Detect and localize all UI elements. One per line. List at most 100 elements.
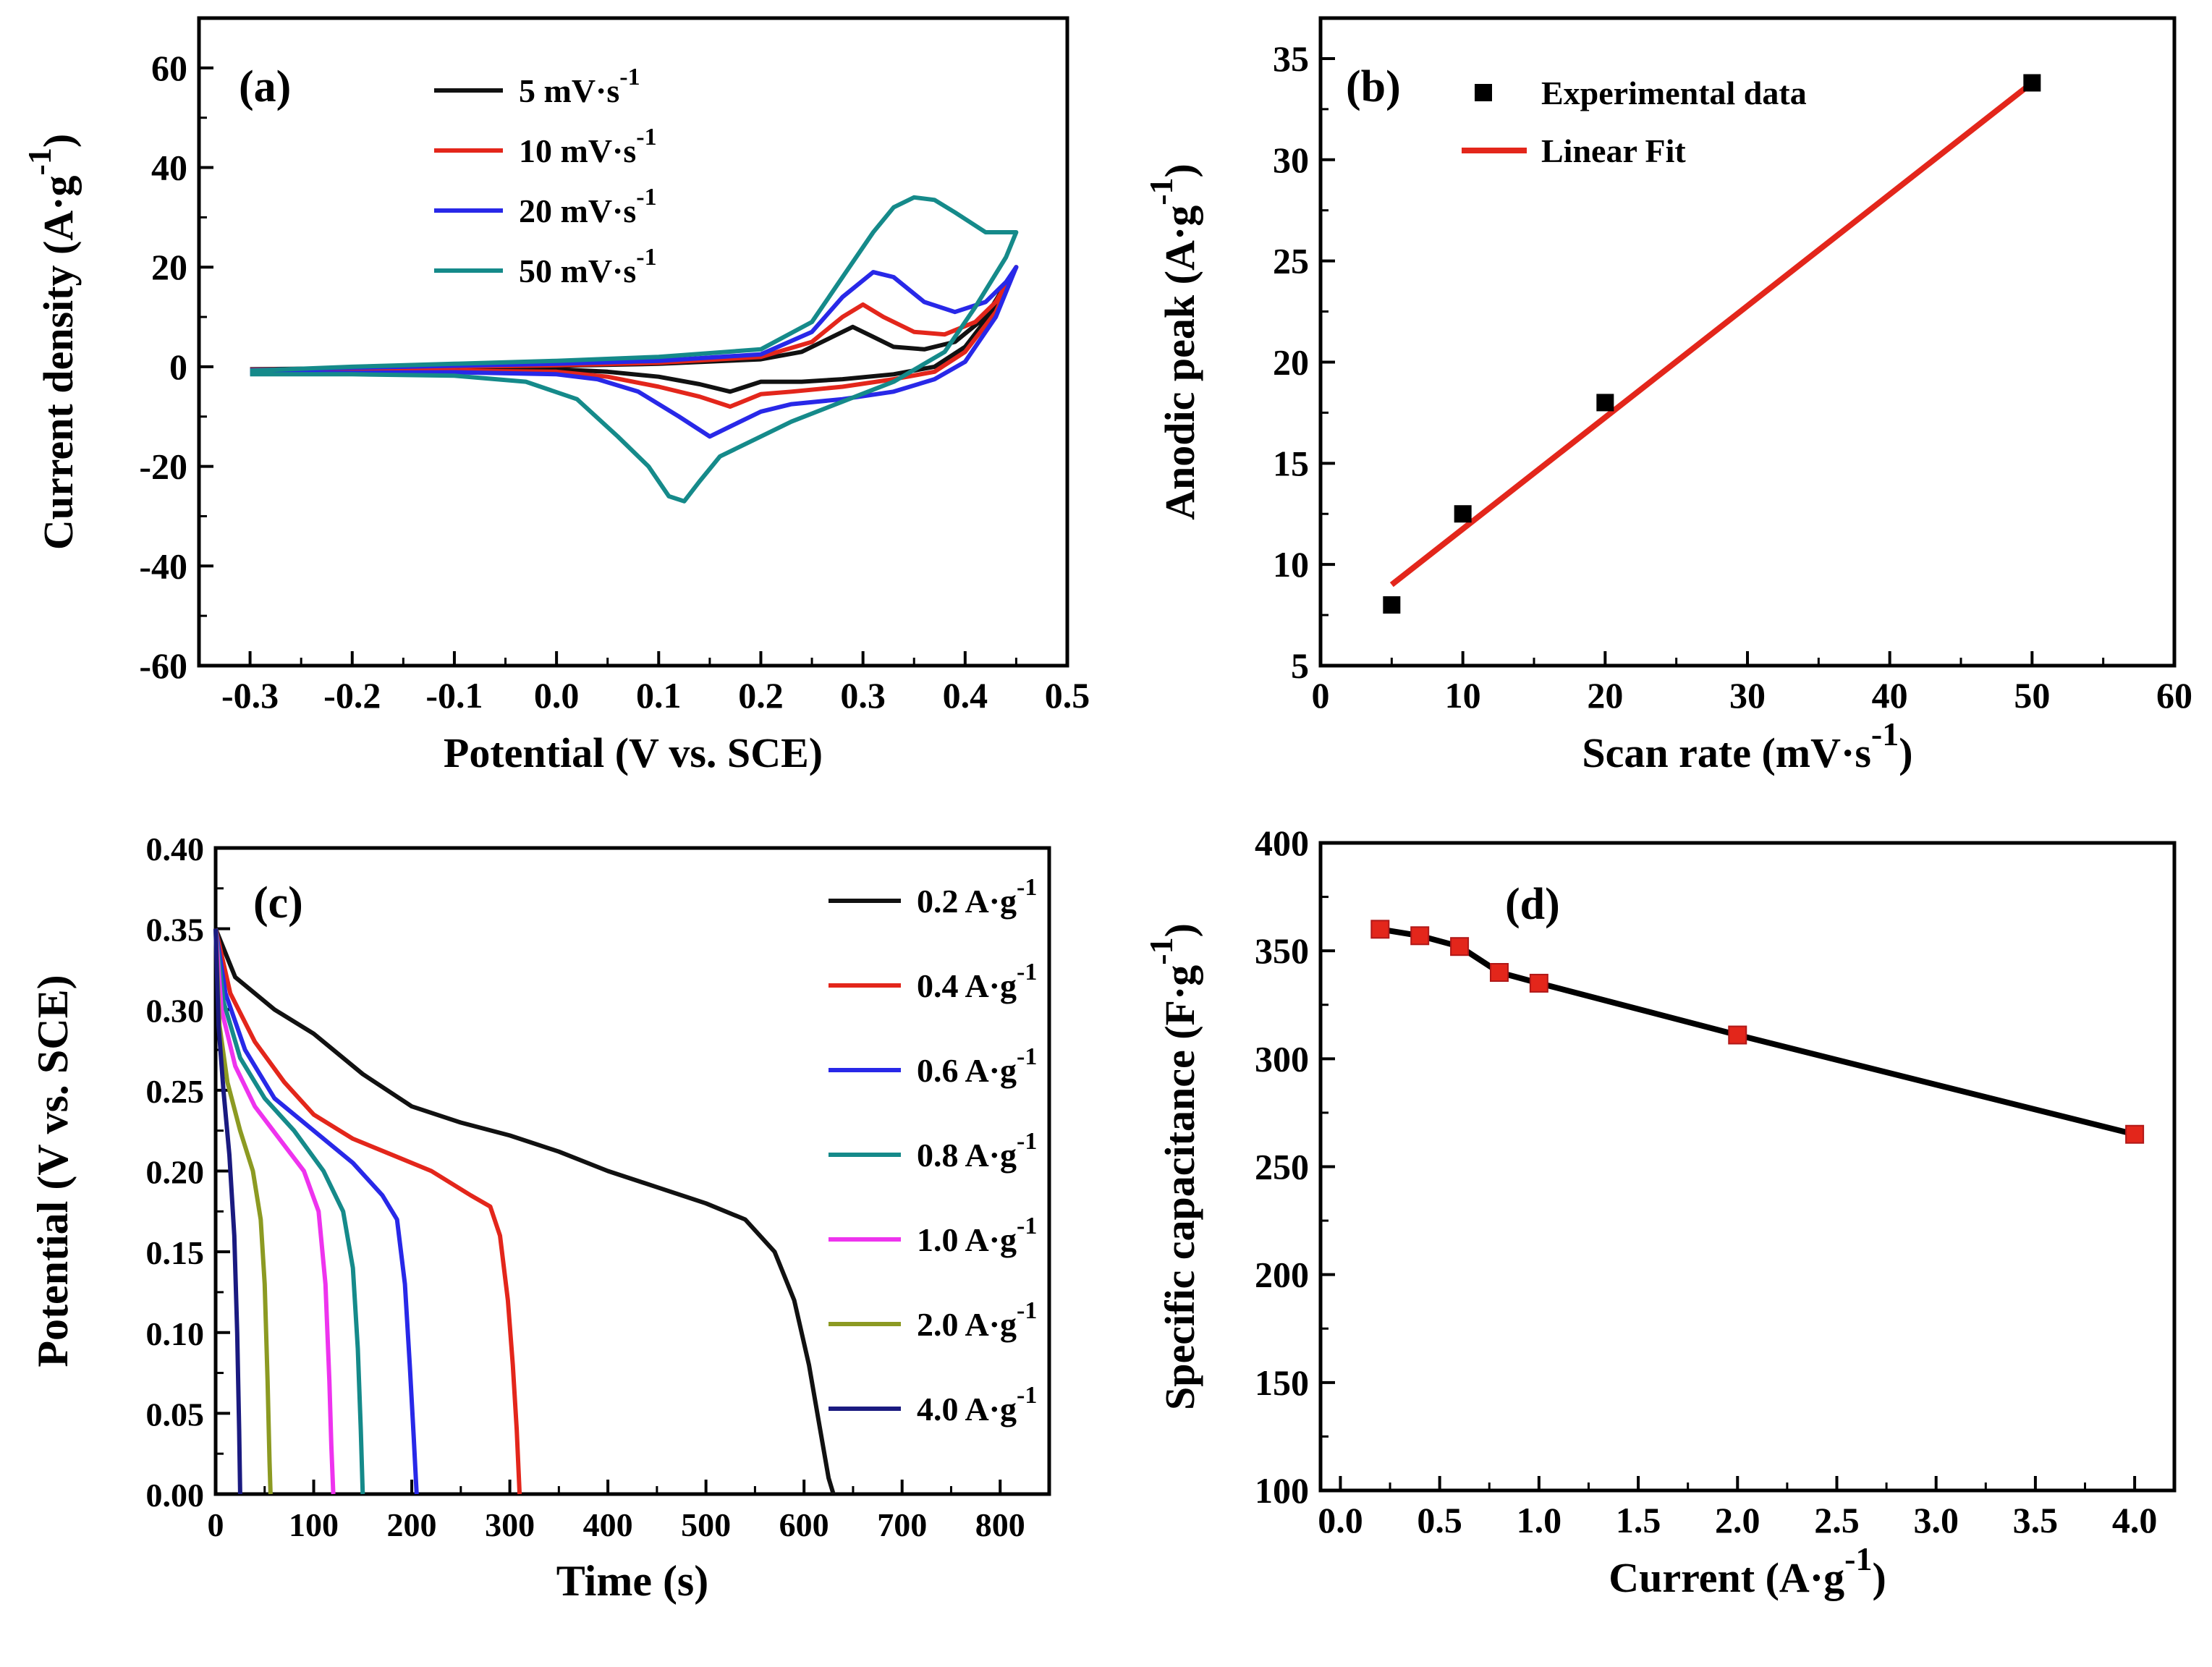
data-point xyxy=(1596,394,1614,412)
legend-label-sup: -1 xyxy=(1017,874,1037,901)
y-tick-label: 0.40 xyxy=(146,831,205,868)
x-tick-label: 0.4 xyxy=(943,675,988,716)
series-line-2 xyxy=(213,928,419,1495)
legend-label-sup: -1 xyxy=(636,184,656,211)
x-tick-label: 800 xyxy=(975,1506,1025,1543)
data-point xyxy=(1454,505,1472,523)
series-line-4 xyxy=(213,928,336,1495)
series-line-1 xyxy=(213,928,522,1495)
y-axis-label-sup: -1 xyxy=(21,148,58,175)
y-tick-label: 20 xyxy=(151,247,187,287)
y-tick-label: 0.05 xyxy=(146,1396,205,1433)
plot-frame xyxy=(197,16,1069,668)
x-tick-label: 4.0 xyxy=(2112,1500,2158,1540)
x-tick-label: 300 xyxy=(485,1506,535,1543)
panel-a: -0.3 -0.2 -0.1 0.0 0.1 0.2 0.3 0.4 0.5 -60 -40 -20 0… xyxy=(21,16,1090,776)
x-tick-label: 200 xyxy=(387,1506,437,1543)
y-tick-label: 0 xyxy=(169,347,187,387)
y-tick-label: 0.00 xyxy=(146,1477,205,1514)
y-tick-label: 40 xyxy=(151,148,187,188)
legend-label-text: 0.4 A·g xyxy=(917,967,1017,1004)
panel-label: (b) xyxy=(1346,62,1401,111)
y-tick-label: 150 xyxy=(1255,1362,1309,1403)
y-tick-label: 25 xyxy=(1273,241,1309,281)
x-tick-label: 500 xyxy=(681,1506,731,1543)
x-tick-label: 0.3 xyxy=(840,675,886,716)
y-axis-label-tail: ) xyxy=(35,134,82,148)
legend-label: 20 mV·s-1 xyxy=(519,184,657,229)
x-tick-label: 0.0 xyxy=(534,675,580,716)
y-axis-label: Anodic peak (A·g-1) xyxy=(1143,164,1203,520)
y-axis-label-text: Anodic peak (A·g xyxy=(1156,205,1203,520)
x-tick-label: 0.1 xyxy=(636,675,682,716)
y-axis-label: Potential (V vs. SCE) xyxy=(29,975,77,1367)
legend-label-text: 20 mV·s xyxy=(519,192,636,229)
y-tick-label: 15 xyxy=(1273,443,1309,483)
x-tick-label: 100 xyxy=(289,1506,339,1543)
y-tick-label: 20 xyxy=(1273,342,1309,382)
y-axis-label-text: Potential (V vs. SCE) xyxy=(29,975,77,1367)
legend-label-text: 10 mV·s xyxy=(519,132,636,169)
y-tick-label: 200 xyxy=(1255,1255,1309,1295)
x-tick-label: -0.2 xyxy=(323,675,381,716)
legend-marker xyxy=(1475,84,1492,101)
data-point xyxy=(1489,963,1509,982)
y-axis-label-sup: -1 xyxy=(1143,177,1179,205)
y-axis-label-sup: -1 xyxy=(1143,937,1179,964)
y-tick-label: 0.15 xyxy=(146,1234,205,1271)
x-axis-label-text: Current (A·g xyxy=(1609,1554,1844,1601)
legend-label: 0.2 A·g-1 xyxy=(917,874,1037,920)
data-point xyxy=(2125,1124,2145,1144)
y-tick-label: 400 xyxy=(1255,823,1309,863)
legend-label-text: 0.8 A·g xyxy=(917,1137,1017,1174)
x-tick-label: 10 xyxy=(1445,675,1481,716)
panel-label: (a) xyxy=(239,62,291,111)
series-line-2 xyxy=(250,265,1019,439)
x-tick-label: 1.5 xyxy=(1616,1500,1661,1540)
x-axis-label-text: Scan rate (mV·s xyxy=(1582,729,1871,776)
legend-label: 2.0 A·g-1 xyxy=(917,1297,1037,1343)
legend-label-sup: -1 xyxy=(636,244,656,271)
x-tick-label: 0.0 xyxy=(1318,1500,1363,1540)
x-tick-label: 3.0 xyxy=(1913,1500,1959,1540)
series-line-5 xyxy=(213,928,273,1495)
x-tick-label: 20 xyxy=(1587,675,1623,716)
legend-label-text: 2.0 A·g xyxy=(917,1306,1017,1343)
data-point xyxy=(1728,1025,1747,1045)
y-tick-label: 0.10 xyxy=(146,1315,205,1352)
legend-label-text: 1.0 A·g xyxy=(917,1221,1017,1258)
y-tick-label: 30 xyxy=(1273,140,1309,180)
x-tick-label: -0.3 xyxy=(221,675,279,716)
data-point xyxy=(1383,596,1401,614)
panel-c: 0 100 200 300 400 500 600 700 800 0.00 0.05 0.10 0.1… xyxy=(29,831,1051,1605)
x-tick-label: 0.5 xyxy=(1417,1500,1462,1540)
x-tick-label: 50 xyxy=(2014,675,2050,716)
x-axis-label-text: Potential (V vs. SCE) xyxy=(444,729,823,776)
legend-label-text: 50 mV·s xyxy=(519,253,636,289)
series-line-3 xyxy=(250,195,1019,504)
y-axis-label-tail: ) xyxy=(1156,923,1203,937)
legend-label-sup: -1 xyxy=(1017,959,1037,985)
data-point xyxy=(2023,74,2041,92)
legend-label: 0.6 A·g-1 xyxy=(917,1043,1037,1089)
legend-label-text: 0.6 A·g xyxy=(917,1052,1017,1089)
data-point xyxy=(1410,926,1430,946)
plot-frame xyxy=(1318,16,2177,668)
y-tick-label: 0.30 xyxy=(146,992,205,1029)
y-tick-label: 10 xyxy=(1273,544,1309,585)
y-axis-label: Specific capacitance (F·g-1) xyxy=(1143,923,1203,1410)
legend-label: 10 mV·s-1 xyxy=(519,124,657,169)
y-axis-label-text: Current density (A·g xyxy=(35,175,82,550)
y-tick-label: 0.20 xyxy=(146,1154,205,1191)
x-axis-label: Time (s) xyxy=(556,1557,709,1605)
x-axis-label-sup: -1 xyxy=(1844,1540,1872,1577)
y-axis-label-tail: ) xyxy=(1156,164,1203,177)
y-tick-label: 0.25 xyxy=(146,1073,205,1110)
legend-label-sup: -1 xyxy=(619,64,640,90)
y-tick-label: 5 xyxy=(1291,645,1309,686)
legend-label-sup: -1 xyxy=(1017,1213,1037,1239)
y-tick-label: 35 xyxy=(1273,38,1309,79)
panel-b: 0 10 20 30 40 50 60 5 10 15 20 25 30 35 Scan rate (mV·… xyxy=(1143,16,2192,776)
y-tick-label: 350 xyxy=(1255,930,1309,971)
